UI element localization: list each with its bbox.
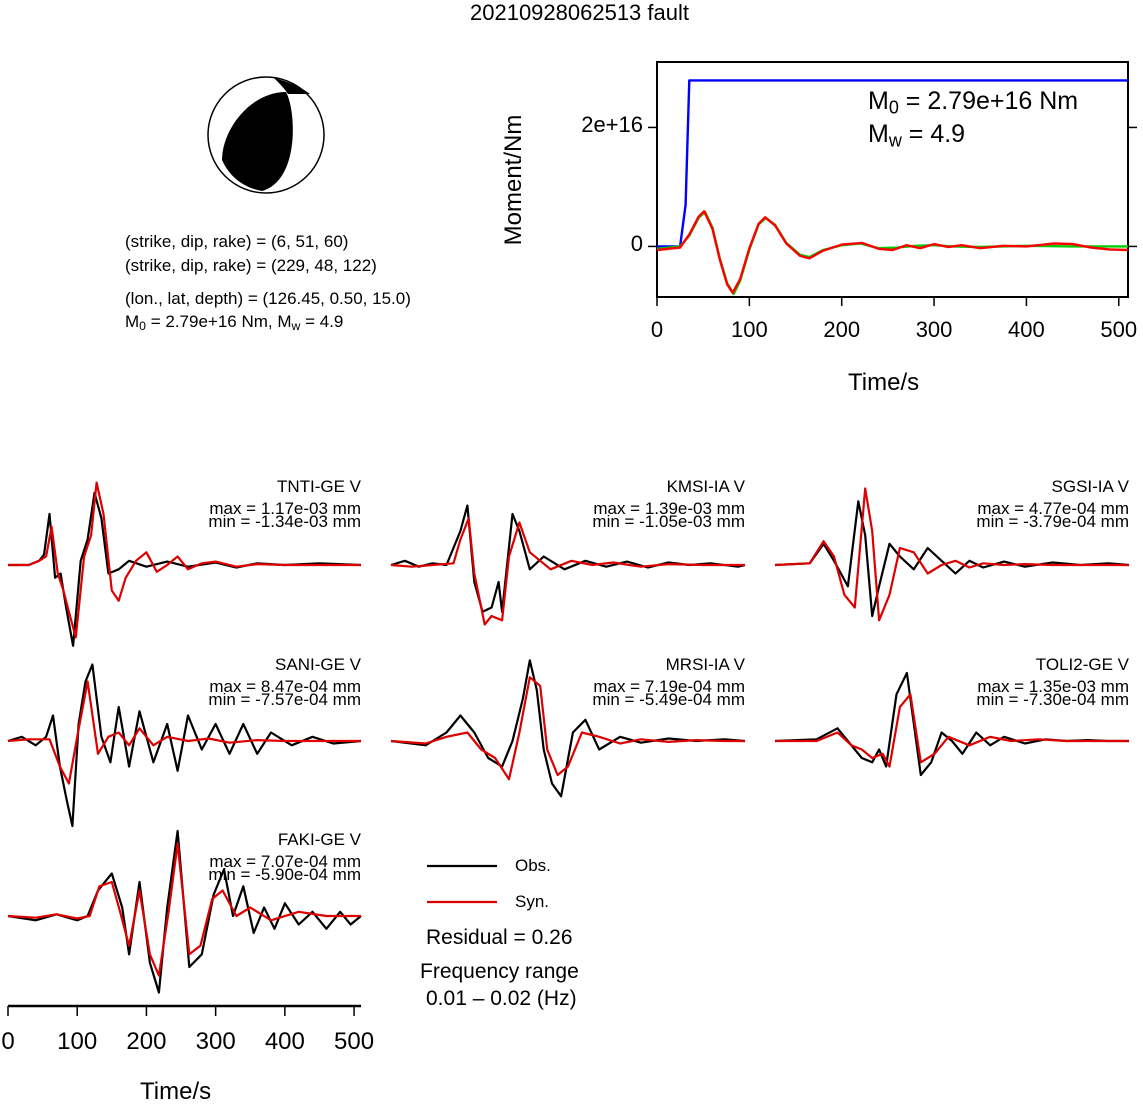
wave-xtick-label: 100 [57,1028,98,1055]
wave-xtick-label: 500 [334,1028,375,1055]
station-label: TOLI2-GE V [1035,655,1129,674]
moment-ytick-label: 2e+16 [581,112,643,138]
obs-waveform [390,659,746,798]
moment-xtick-label: 300 [915,317,953,342]
syn-waveform [8,481,361,639]
plane1-text: (strike, dip, rake) = (6, 51, 60) [125,232,349,251]
moment-xtick-label: 400 [1008,317,1045,342]
station-min: min = -1.05e-03 mm [592,512,745,531]
syn-waveform [775,693,1129,768]
station-label: MRSI-IA V [665,655,745,674]
syn-waveform [7,680,361,785]
moment-xtick-label: 200 [823,317,861,342]
syn-waveform [390,676,745,781]
station-min: min = -7.30e-04 mm [976,690,1129,709]
station-max: max = 7.19e-04 mm [593,677,745,696]
station-max: max = 1.39e-03 mm [593,499,745,518]
mw-annotation: Mw = 4.9 [868,120,966,151]
syn-waveform [7,842,361,977]
moment-rate-red-line [656,210,1129,294]
moment-ylabel: Moment/Nm [500,114,527,246]
station-max: max = 8.47e-04 mm [209,677,361,696]
legend-syn-label: Syn. [515,892,550,911]
moment-rate-green-line [656,210,1128,296]
station-min: min = -1.34e-03 mm [208,512,361,531]
station-min: min = -5.90e-04 mm [208,865,361,884]
freq-range: 0.01 – 0.02 (Hz) [426,987,577,1010]
location-text: (lon., lat, depth) = (126.45, 0.50, 15.0… [125,289,411,308]
legend-obs-label: Obs. [515,856,551,875]
station-max: max = 1.17e-03 mm [209,499,361,518]
moment-xtick-label: 500 [1100,317,1138,342]
obs-waveform [774,500,1130,618]
moment-plot-frame [656,61,1129,298]
wave-xtick-label: 300 [195,1028,236,1055]
moment-xlabel: Time/s [848,369,920,396]
moment-ytick-label: 0 [630,231,643,257]
moment-text: M0 = 2.79e+16 Nm, Mw = 4.9 [125,312,344,334]
station-label: SGSI-IA V [1051,477,1129,496]
moment-xtick-label: 0 [650,317,664,342]
station-min: min = -7.57e-04 mm [208,690,361,709]
moment-xtick-label: 100 [730,317,768,342]
figure-title: 20210928062513 fault [470,0,689,25]
wave-xtick-label: 200 [126,1028,167,1055]
m0-annotation: M0 = 2.79e+16 Nm [868,87,1079,118]
station-label: FAKI-GE V [277,830,361,849]
station-min: min = -3.79e-04 mm [976,512,1129,531]
plane2-text: (strike, dip, rake) = (229, 48, 122) [125,256,377,275]
station-min: min = -5.49e-04 mm [592,690,745,709]
station-max: max = 1.35e-03 mm [977,677,1129,696]
wave-xtick-label: 400 [264,1028,305,1055]
station-label: KMSI-IA V [666,477,745,496]
station-label: TNTI-GE V [276,477,361,496]
freq-title: Frequency range [420,960,579,983]
syn-waveform [774,487,1129,622]
wave-xlabel: Time/s [140,1078,212,1105]
beachball-icon [207,76,325,194]
station-label: SANI-GE V [275,655,361,674]
residual-text: Residual = 0.26 [426,926,573,949]
station-max: max = 7.07e-04 mm [209,852,361,871]
wave-xtick-label: 0 [1,1028,15,1055]
syn-waveform [390,517,745,626]
station-max: max = 4.77e-04 mm [977,499,1129,518]
